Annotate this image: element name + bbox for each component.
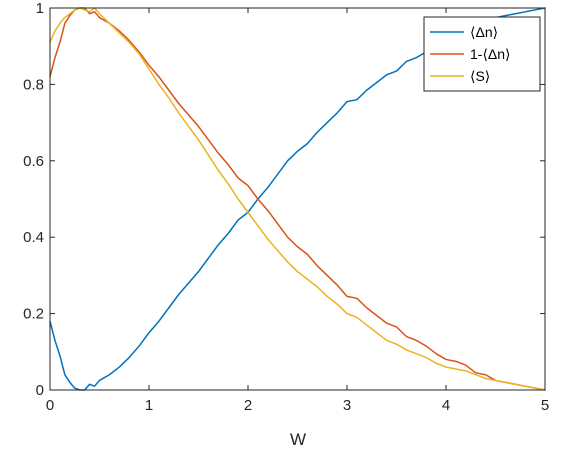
- legend-label-2: 1-⟨Δn⟩: [470, 46, 511, 62]
- x-tick-label: 1: [145, 397, 153, 414]
- axes-frame: [49, 7, 546, 391]
- series-line-3: [49, 7, 546, 391]
- axes-layer: [49, 7, 546, 391]
- x-tick-label: 4: [442, 397, 450, 414]
- x-tick-label: 5: [541, 397, 549, 414]
- x-tick-label: 2: [244, 397, 252, 414]
- ticks-layer: 0 1 2 3 4 5 0 0.2 0.4 0.6 0.8 1: [23, 0, 549, 414]
- legend: ⟨Δn⟩ 1-⟨Δn⟩ ⟨S⟩: [423, 16, 541, 92]
- x-tick-label: 3: [343, 397, 351, 414]
- y-tick-label: 0: [36, 382, 44, 399]
- legend-label-1: ⟨Δn⟩: [470, 24, 498, 40]
- y-tick-label: 1: [36, 0, 44, 17]
- legend-label-3: ⟨S⟩: [470, 68, 490, 84]
- x-tick-label: 0: [46, 397, 54, 414]
- y-tick-label: 0.4: [23, 229, 44, 246]
- y-tick-label: 0.6: [23, 153, 44, 170]
- x-axis-label: W: [290, 430, 306, 449]
- y-tick-label: 0.8: [23, 76, 44, 93]
- legend-box: [423, 16, 541, 92]
- y-tick-label: 0.2: [23, 306, 44, 323]
- series-line-2: [49, 7, 546, 391]
